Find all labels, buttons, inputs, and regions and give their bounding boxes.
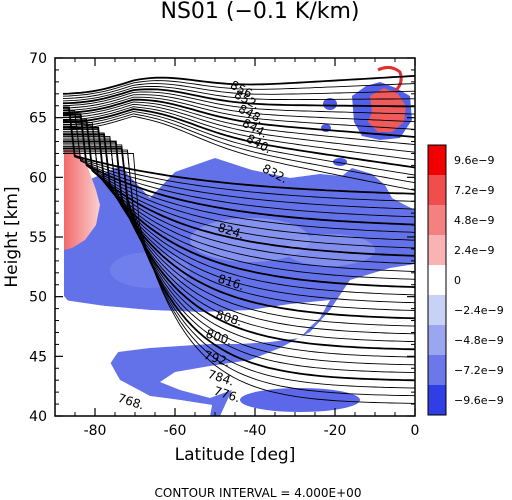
colorbar-swatch [428, 325, 446, 356]
contour-interval-note: CONTOUR INTERVAL = 4.000E+00 [155, 486, 362, 500]
contour-line [63, 147, 415, 382]
y-tick-label: 65 [29, 111, 47, 127]
contour-line [62, 75, 415, 95]
y-tick-label: 45 [29, 349, 47, 365]
colorbar-swatch [428, 145, 446, 176]
y-tick-label: 60 [29, 170, 47, 186]
contour-line [63, 149, 415, 389]
colorbar-label: 4.8e−9 [454, 214, 494, 227]
colorbar-frame [427, 144, 447, 416]
colorbar-label: 7.2e−9 [454, 184, 494, 197]
chart-title: NS01 (−0.1 K/km) [161, 0, 360, 24]
contour-line [62, 101, 415, 146]
colorbar-swatch [428, 295, 446, 326]
contour-line [63, 106, 415, 195]
colorbar: 9.6e−9 7.2e−9 4.8e−9 2.4e−9 0 −2.4e−9 −4.8e−9 −… [427, 144, 504, 416]
contour-line [62, 88, 415, 108]
y-tick-label: 40 [29, 409, 47, 425]
contour-line [63, 151, 415, 397]
x-axis-label: Latitude [deg] [175, 445, 296, 465]
y-axis: 40 45 50 55 60 65 70 [29, 51, 415, 425]
colorbar-label: −4.8e−9 [454, 334, 504, 347]
colorbar-label: −9.6e−9 [454, 394, 504, 407]
colorbar-swatch [428, 265, 446, 296]
contour-line [63, 144, 415, 366]
colorbar-label: 2.4e−9 [454, 244, 494, 257]
y-tick-label: 50 [29, 290, 47, 306]
contour-line [63, 146, 415, 374]
y-axis-label: Height [km] [2, 186, 22, 287]
colorbar-label: 0 [454, 274, 461, 287]
contour-line [62, 94, 415, 123]
contour-line [62, 98, 415, 138]
contour-line [63, 112, 415, 218]
contour-line [62, 103, 415, 153]
x-tick-label: -40 [244, 423, 267, 439]
contour-line [63, 142, 415, 358]
contour-line [62, 108, 415, 169]
colorbar-label: 9.6e−9 [454, 154, 494, 167]
contour-line [63, 140, 415, 351]
contour-line [62, 96, 415, 130]
x-axis: -80 -60 -40 -20 0 [54, 58, 420, 439]
colorbar-label: −2.4e−9 [454, 304, 504, 317]
contour-line [62, 83, 415, 100]
contour-line [63, 137, 415, 335]
contour-line [63, 153, 415, 404]
contour-line [62, 111, 415, 176]
contour-line [62, 113, 415, 184]
plot-area: 856.852.848.844.840.832.824.816.808.800.… [55, 58, 415, 416]
contour-line [62, 85, 415, 102]
positive-region-left [64, 150, 100, 250]
x-tick-label: -60 [164, 423, 187, 439]
contour-line [63, 113, 415, 226]
contour-line [62, 80, 415, 97]
colorbar-swatch [428, 355, 446, 386]
x-tick-label: -20 [324, 423, 347, 439]
contour-lines [62, 75, 415, 404]
x-tick-label: 0 [411, 423, 420, 439]
colorbar-label: −7.2e−9 [454, 364, 504, 377]
negative-region-main [64, 158, 415, 416]
contour-line [62, 115, 415, 191]
contour-line [63, 108, 415, 202]
contour-line [63, 115, 415, 233]
colorbar-swatch [428, 205, 446, 236]
contour-line [62, 91, 415, 115]
contour-line [63, 117, 415, 241]
colorbar-swatch [428, 385, 446, 416]
contour-line [63, 110, 415, 210]
y-tick-label: 70 [29, 51, 47, 67]
contour-line [63, 118, 415, 249]
colorbar-swatch [428, 175, 446, 206]
x-tick-label: -80 [84, 423, 107, 439]
contour-line [63, 135, 415, 327]
y-tick-label: 55 [29, 230, 47, 246]
contour-line [63, 139, 415, 343]
contour-line [62, 106, 415, 161]
colorbar-swatch [428, 235, 446, 266]
